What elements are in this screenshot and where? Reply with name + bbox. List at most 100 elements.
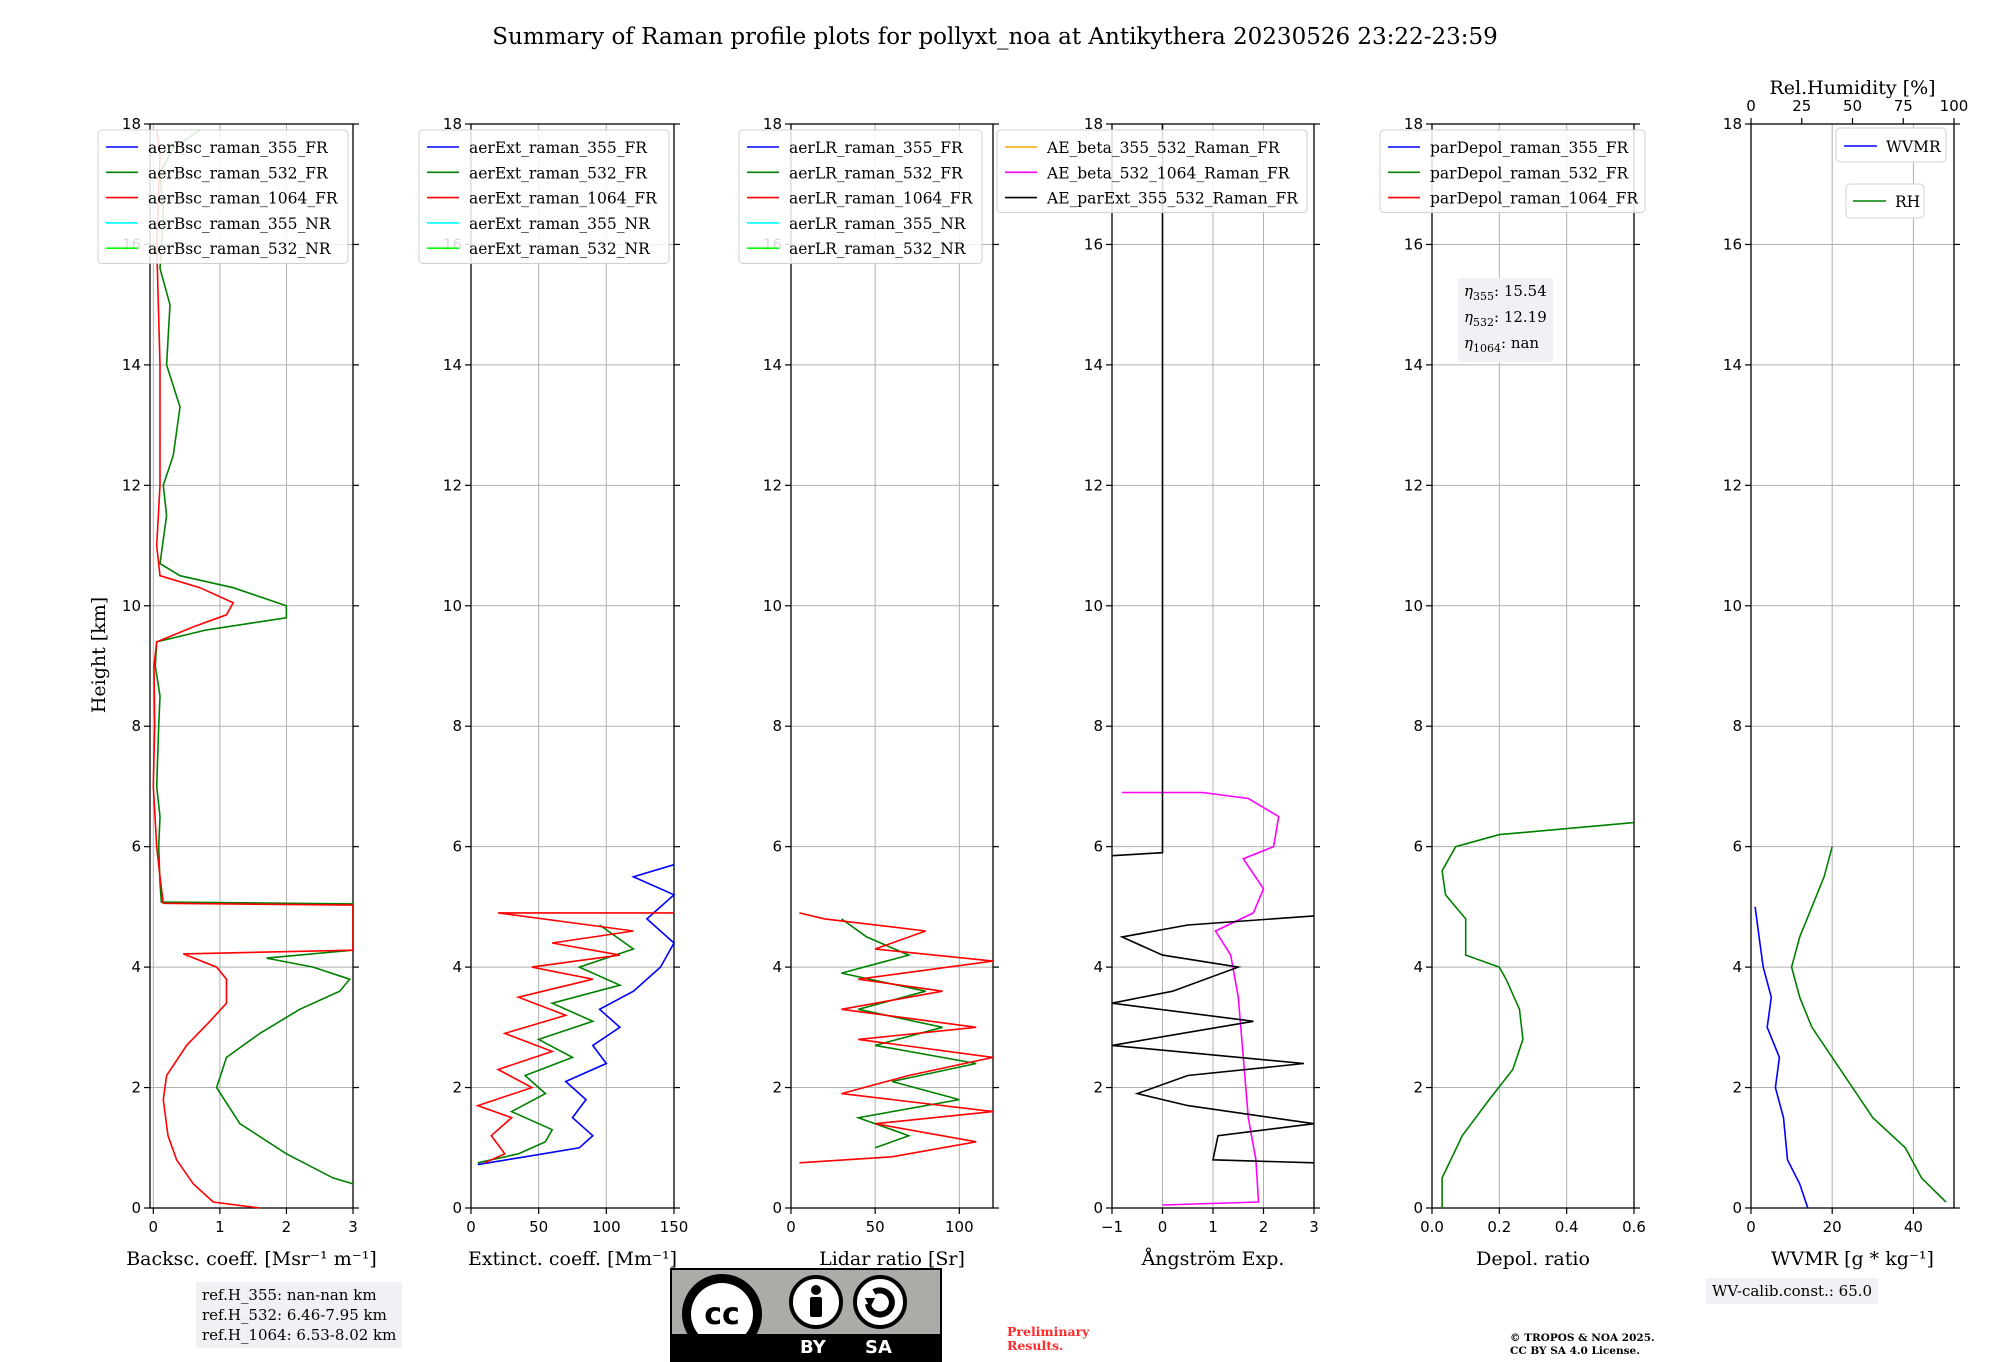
- legend-extinction: aerExt_raman_355_FR aerExt_raman_532_FRae…: [418, 129, 670, 264]
- panel-lidar_ratio: 024681012141618050100Lidar ratio [Sr]aer…: [738, 115, 999, 1270]
- series-line: [1754, 906, 1809, 1209]
- x-tick-label: 1: [215, 1218, 225, 1236]
- x-tick-label: 0: [466, 1218, 476, 1236]
- x-tick-label: 0: [1158, 1218, 1168, 1236]
- legend-box: [1379, 129, 1646, 213]
- series-line: [1111, 915, 1315, 1164]
- y-tick-label: 18: [763, 115, 782, 133]
- y-tick-label: 16: [1404, 235, 1423, 253]
- plot-frame: [1111, 123, 1315, 1209]
- legend-label: AE_parExt_355_532_Raman_FR: [1046, 190, 1299, 208]
- y-tick-label: 12: [763, 476, 782, 494]
- cc-sa-label: SA: [865, 1337, 892, 1358]
- legend-depol: parDepol_raman_355_FR parDepol_raman_532_…: [1379, 129, 1646, 213]
- x-tick-label: 0: [786, 1218, 796, 1236]
- legend-box: [418, 129, 670, 264]
- y-tick-label: 2: [772, 1079, 782, 1097]
- y-tick-label: 2: [1413, 1079, 1423, 1097]
- y-tick-label: 4: [1732, 958, 1742, 976]
- legend-label: aerExt_raman_1064_FR: [469, 190, 658, 208]
- x-tick-label: 40: [1904, 1218, 1923, 1236]
- y-tick-label: 16: [1084, 235, 1103, 253]
- y-tick-label: 2: [1093, 1079, 1103, 1097]
- y-tick-label: 8: [1413, 717, 1423, 735]
- y-tick-label: 6: [1732, 838, 1742, 856]
- chart-title: Summary of Raman profile plots for polly…: [492, 24, 1498, 50]
- cc-label-strip: BY SA: [672, 1334, 940, 1360]
- panel-backscatter: 0246810121416180123Backsc. coeff. [Msr⁻¹…: [97, 115, 377, 1270]
- y-tick-label: 6: [1093, 838, 1103, 856]
- series-line: [1441, 821, 1635, 1208]
- y-tick-label: 6: [452, 838, 462, 856]
- legend-lidar_ratio: aerLR_raman_355_FR aerLR_raman_532_FR aerL…: [738, 129, 983, 264]
- x-tick-label: 50: [529, 1218, 548, 1236]
- legend-label: aerLR_raman_355_FR: [789, 139, 964, 157]
- legend-label: aerBsc_raman_355_FR: [148, 139, 329, 157]
- y-tick-label: 4: [131, 958, 141, 976]
- y-tick-label: 14: [1723, 356, 1742, 374]
- y-tick-label: 14: [763, 356, 782, 374]
- x-tick-label: 3: [348, 1218, 358, 1236]
- ref-height-355: ref.H_355: nan-nan km: [202, 1286, 377, 1304]
- x-tick-label: 2: [282, 1218, 292, 1236]
- legend-label: AE_beta_532_1064_Raman_FR: [1046, 164, 1291, 182]
- series-line: [841, 918, 977, 1149]
- x-tick-label: 0.4: [1555, 1218, 1579, 1236]
- y-tick-label: 4: [772, 958, 782, 976]
- y-tick-label: 6: [772, 838, 782, 856]
- wv-calib-box: WV-calib.const.: 65.0: [1706, 1278, 1879, 1304]
- plot-frame: [1431, 123, 1635, 1209]
- legend-label: aerExt_raman_355_NR: [469, 215, 651, 233]
- y-tick-label: 10: [122, 597, 141, 615]
- eta-box: η355: 15.54 η532: 12.19 η1064: nan: [1458, 278, 1553, 362]
- y-tick-label: 2: [1732, 1079, 1742, 1097]
- legend-box: [97, 129, 349, 264]
- series-line: [1111, 124, 1164, 857]
- x-tick-label: 20: [1823, 1218, 1842, 1236]
- legend-box: [996, 129, 1308, 213]
- y-tick-label: 8: [772, 717, 782, 735]
- y-axis-label: Height [km]: [88, 597, 110, 713]
- y-tick-label: 6: [1413, 838, 1423, 856]
- plot-frame: [1750, 123, 1955, 1209]
- y-tick-label: 14: [1404, 356, 1423, 374]
- y-tick-label: 10: [443, 597, 462, 615]
- y-tick-label: 18: [443, 115, 462, 133]
- x-tick-label: 1: [1208, 1218, 1218, 1236]
- y-tick-label: 18: [122, 115, 141, 133]
- x-tick-label: 0.2: [1487, 1218, 1511, 1236]
- rh-tick-label: 50: [1843, 97, 1862, 115]
- y-tick-label: 12: [443, 476, 462, 494]
- y-tick-label: 0: [452, 1199, 462, 1217]
- y-tick-label: 16: [1723, 235, 1742, 253]
- copyright-note: © TROPOS & NOA 2025. CC BY SA 4.0 Licens…: [1510, 1332, 1655, 1357]
- y-tick-label: 14: [443, 356, 462, 374]
- y-tick-label: 14: [1084, 356, 1103, 374]
- y-tick-label: 4: [1093, 958, 1103, 976]
- legend-label: RH: [1895, 193, 1920, 211]
- y-tick-label: 0: [1093, 1199, 1103, 1217]
- ref-height-532: ref.H_532: 6.46-7.95 km: [202, 1306, 387, 1324]
- series-line: [477, 863, 676, 1166]
- x-tick-label: 0.0: [1420, 1218, 1444, 1236]
- y-tick-label: 14: [122, 356, 141, 374]
- y-tick-label: 8: [1732, 717, 1742, 735]
- y-tick-label: 8: [1093, 717, 1103, 735]
- legend-label: aerBsc_raman_532_NR: [148, 240, 332, 258]
- y-tick-label: 4: [1413, 958, 1423, 976]
- legend-box: [1835, 127, 1947, 163]
- y-tick-label: 0: [131, 1199, 141, 1217]
- x-tick-label: 100: [945, 1218, 974, 1236]
- x-tick-label: 2: [1259, 1218, 1269, 1236]
- y-tick-label: 2: [452, 1079, 462, 1097]
- eta-1064-value: : nan: [1501, 334, 1540, 352]
- y-tick-label: 0: [1413, 1199, 1423, 1217]
- series-line: [1790, 846, 1947, 1203]
- x-tick-label: 0.6: [1622, 1218, 1646, 1236]
- legend-label: parDepol_raman_532_FR: [1430, 164, 1630, 182]
- legend-backscatter: aerBsc_raman_355_FR aerBsc_raman_532_FRae…: [97, 129, 349, 264]
- legend-label: WVMR: [1886, 138, 1942, 156]
- x-tick-label: 50: [866, 1218, 885, 1236]
